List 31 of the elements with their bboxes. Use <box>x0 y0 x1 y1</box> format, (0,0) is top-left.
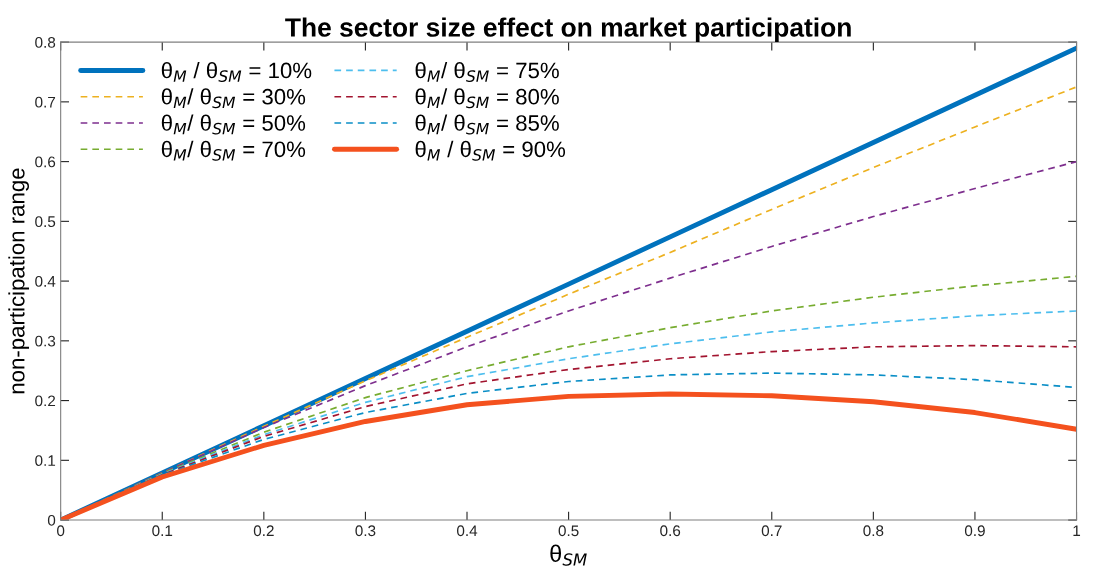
x-tick-label: 0.8 <box>863 525 884 537</box>
y-tick-label: 0 <box>47 514 56 526</box>
x-tick-label: 0.9 <box>964 525 985 537</box>
legend-label: θ$_{M}$ / θ$_{SM}$ = 90% <box>415 140 566 161</box>
x-tick-label: 0.2 <box>253 525 274 537</box>
legend-label: θ$_{M}$/ θ$_{SM}$ = 30% <box>161 88 306 109</box>
legend-label: θ$_{M}$/ θ$_{SM}$ = 80% <box>415 88 559 109</box>
legend-label: θ$_{M}$/ θ$_{SM}$ = 70% <box>161 140 306 161</box>
y-tick-label: 0.4 <box>35 275 56 287</box>
legend-label: θ$_{M}$/ θ$_{SM}$ = 50% <box>161 114 306 135</box>
x-tick-label: 0.5 <box>558 525 579 537</box>
x-tick-label: 0.1 <box>152 525 173 537</box>
y-tick-label: 0.6 <box>35 156 56 168</box>
x-axis-title: θ$_{SM}$ <box>550 544 587 566</box>
y-tick-label: 0.2 <box>35 395 56 407</box>
legend-label: θ$_{M}$/ θ$_{SM}$ = 75% <box>415 62 559 82</box>
x-tick-label: 0.3 <box>355 525 376 537</box>
y-axis-title: non-participation range <box>8 168 30 394</box>
x-tick-label: 0.4 <box>456 525 478 537</box>
y-tick-label: 0.3 <box>35 335 56 347</box>
y-tick-label: 0.5 <box>35 216 56 228</box>
chart-title: The sector size effect on market participation <box>285 17 851 43</box>
x-tick-label: 1 <box>1073 525 1081 536</box>
y-tick-label: 0.7 <box>35 96 56 108</box>
y-tick-label: 0.8 <box>35 36 56 48</box>
x-tick-label: 0.7 <box>761 525 782 537</box>
legend-label: θ$_{M}$ / θ$_{SM}$ = 10% <box>161 62 312 82</box>
x-tick-label: 0 <box>57 525 65 537</box>
y-tick-label: 0.1 <box>35 455 56 467</box>
x-tick-label: 0.6 <box>660 525 681 537</box>
legend-label: θ$_{M}$/ θ$_{SM}$ = 85% <box>415 114 559 135</box>
